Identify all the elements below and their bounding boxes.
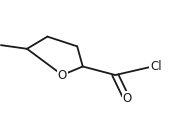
- Text: Cl: Cl: [150, 60, 162, 73]
- Text: O: O: [123, 92, 132, 105]
- Text: O: O: [58, 69, 67, 81]
